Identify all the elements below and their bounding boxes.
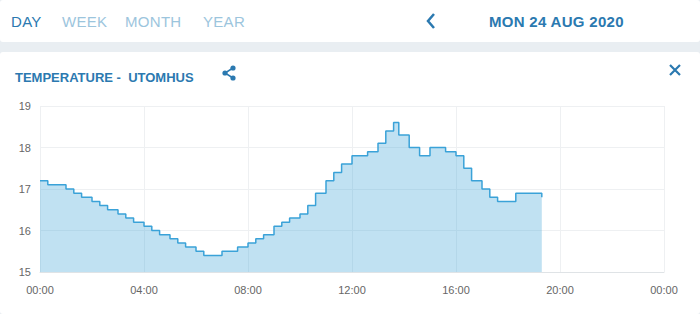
- svg-text:20:00: 20:00: [546, 284, 574, 296]
- html-text:MONTH: MONTH: [125, 13, 182, 30]
- svg-text:08:00: 08:00: [234, 284, 262, 296]
- svg-text:00:00: 00:00: [26, 284, 54, 296]
- svg-text:16:00: 16:00: [442, 284, 470, 296]
- html-text:WEEK: WEEK: [62, 13, 108, 30]
- svg-text:15: 15: [19, 266, 31, 278]
- svg-text:18: 18: [19, 142, 31, 154]
- html-text:YEAR: YEAR: [203, 13, 246, 30]
- svg-text:16: 16: [19, 225, 31, 237]
- html-text:MON 24 AUG 2020: MON 24 AUG 2020: [489, 13, 624, 30]
- svg-text:19: 19: [19, 100, 31, 112]
- html-text:DAY: DAY: [11, 13, 42, 30]
- svg-text:12:00: 12:00: [338, 284, 366, 296]
- svg-text:00:00: 00:00: [650, 284, 678, 296]
- svg-text:17: 17: [19, 183, 31, 195]
- svg-text:TEMPERATURE - UTOMHUS: TEMPERATURE - UTOMHUS: [15, 70, 194, 85]
- svg-text:04:00: 04:00: [130, 284, 158, 296]
